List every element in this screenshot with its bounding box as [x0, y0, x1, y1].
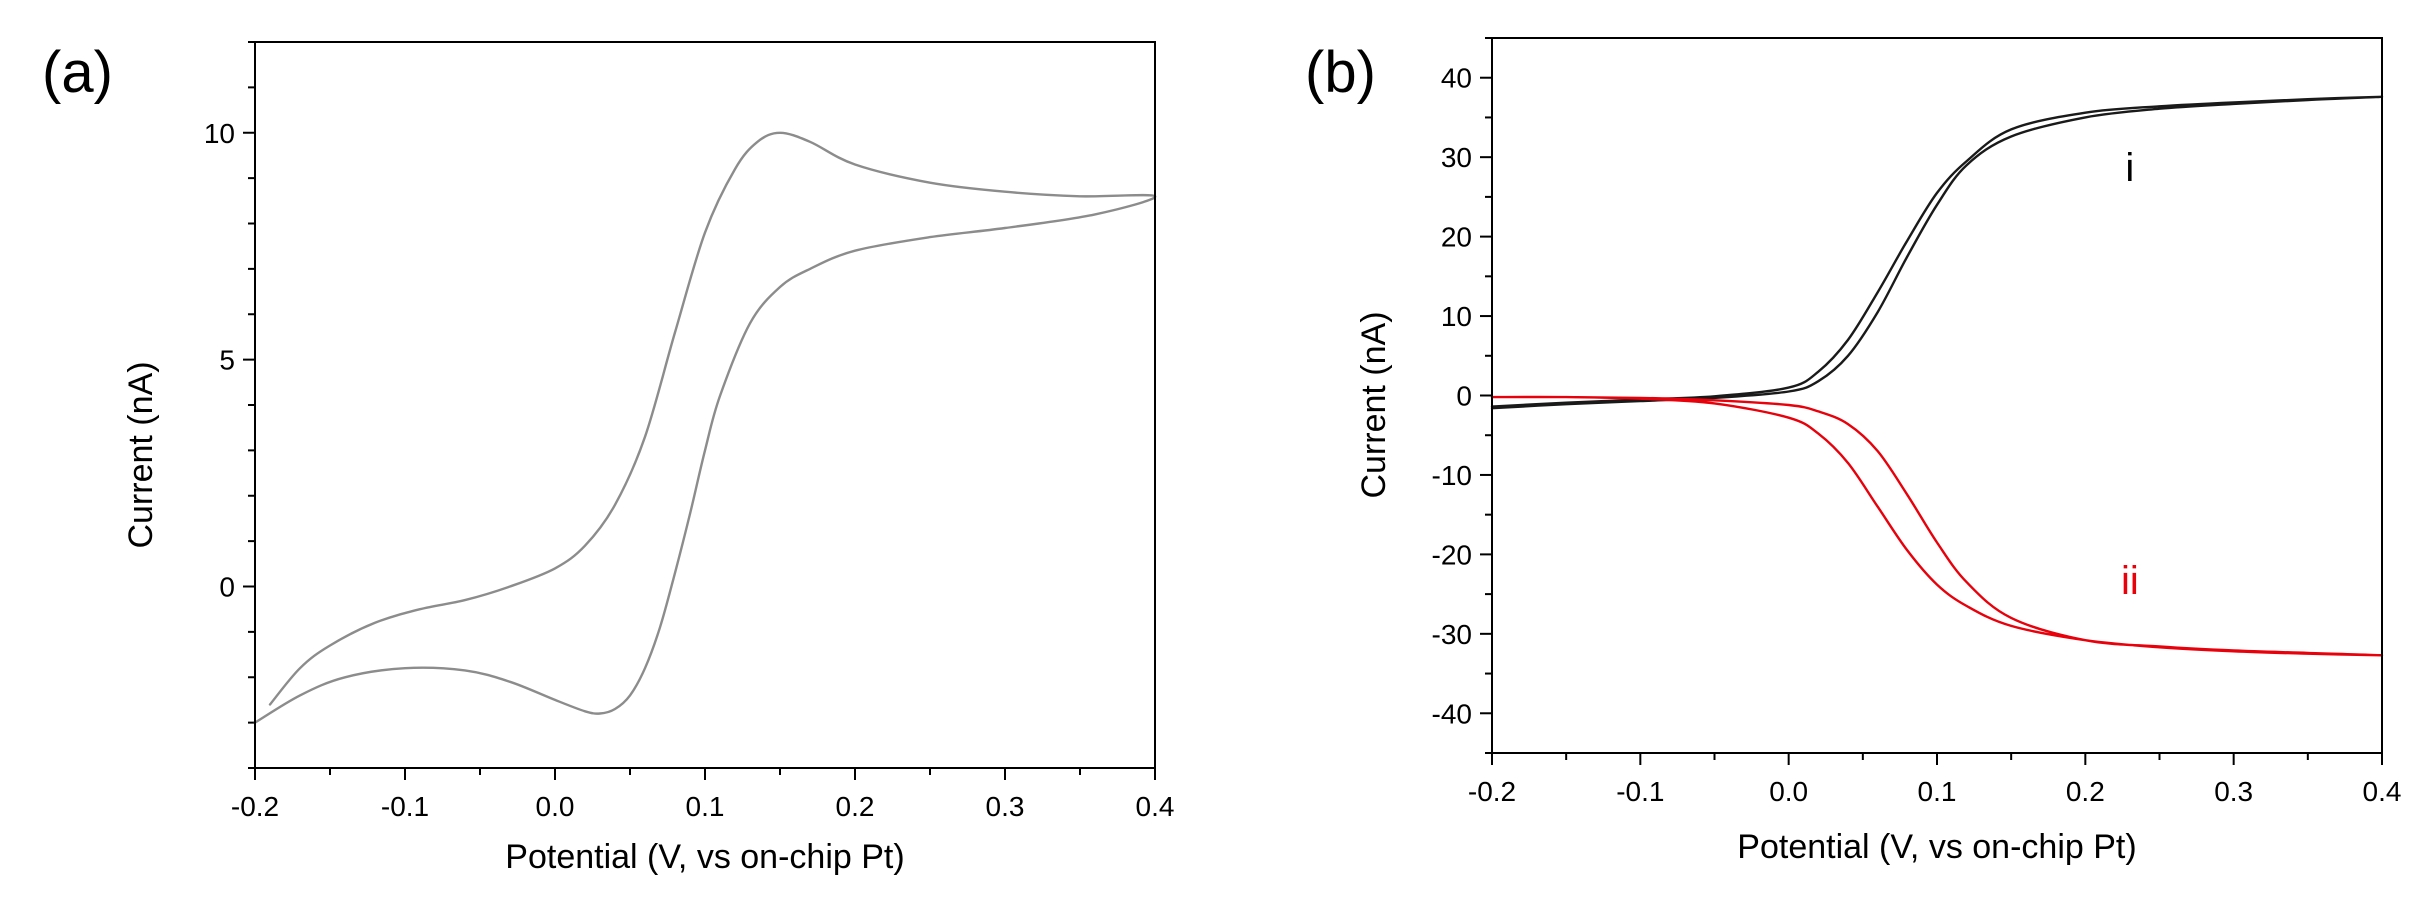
panel-b-tick-labels: -0.2 -0.1 0.0 0.1 0.2 0.3 0.4 -40 -30 -20 -10 0 10 20…: [1432, 63, 2402, 807]
panel-a-curves: [253, 131, 1157, 724]
panel-a-x-tick-label: 0.2: [836, 791, 875, 822]
panel-b-x-tick-label: -0.1: [1616, 776, 1664, 807]
panel-b-y-tick-label: 20: [1441, 222, 1472, 253]
panel-b: (b) -0.2 -0.1 0.0 0.1 0.2 0.3 0.4 -40 -30 -20 -10 0…: [1305, 37, 2402, 866]
panel-a-y-tick-label: 5: [219, 345, 235, 376]
panel-a-series-cyclic-voltammogram-line: [253, 131, 1157, 724]
panel-b-y-tick-label: -10: [1432, 460, 1472, 491]
panel-a-tick-labels: -0.2 -0.1 0.0 0.1 0.2 0.3 0.4 0 5 10: [204, 118, 1175, 822]
panel-a-ticks: [243, 41, 1156, 780]
panel-b-y-tick-label: 0: [1456, 381, 1472, 412]
panel-b-y-tick-label: 10: [1441, 301, 1472, 332]
panel-b-x-tick-label: 0.2: [2066, 776, 2105, 807]
panel-a-y-tick-label: 0: [219, 572, 235, 603]
panel-b-frame: [1491, 37, 2383, 754]
panel-b-x-tick-label: 0.0: [1769, 776, 1808, 807]
panel-a-x-tick-label: -0.1: [381, 791, 429, 822]
panel-b-x-axis-title: Potential (V, vs on-chip Pt): [1737, 828, 2136, 866]
panel-b-annotation-i: i: [2125, 146, 2134, 190]
panel-b-y-axis-title: Current (nA): [1355, 311, 1393, 498]
panel-b-label: (b): [1305, 40, 1376, 105]
panel-b-y-tick-label: 30: [1441, 142, 1472, 173]
panel-a-frame: [254, 41, 1156, 769]
panel-a: (a) -0.2 -0.1 0.0 0.1 0.2 0.3 0.4 0 5 10 Potentia…: [42, 40, 1174, 876]
panel-a-y-tick-label: 10: [204, 118, 235, 149]
panel-b-x-tick-label: -0.2: [1468, 776, 1516, 807]
panel-b-y-tick-label: -20: [1432, 539, 1472, 570]
panel-b-y-tick-label: -40: [1432, 698, 1472, 729]
panel-b-annotations: iii: [2121, 146, 2139, 603]
panel-a-x-tick-label: 0.3: [986, 791, 1025, 822]
panel-b-x-tick-label: 0.3: [2214, 776, 2253, 807]
panel-b-annotation-ii: ii: [2121, 559, 2139, 603]
panel-a-x-tick-label: -0.2: [231, 791, 279, 822]
panel-b-x-tick-label: 0.4: [2363, 776, 2402, 807]
panel-a-label: (a): [42, 40, 113, 105]
panel-a-y-axis-title: Current (nA): [122, 361, 160, 548]
panel-b-curves: [1490, 95, 2384, 657]
panel-b-series-i-line: [1490, 95, 2384, 410]
panel-b-ticks: [1480, 37, 2383, 765]
panel-a-x-axis-title: Potential (V, vs on-chip Pt): [505, 838, 904, 876]
panel-b-x-tick-label: 0.1: [1918, 776, 1957, 807]
panel-a-x-tick-label: 0.4: [1136, 791, 1175, 822]
panel-b-series-ii-line: [1490, 395, 2384, 657]
panel-b-y-tick-label: -30: [1432, 619, 1472, 650]
panel-b-y-tick-label: 40: [1441, 63, 1472, 94]
panel-a-x-tick-label: 0.1: [686, 791, 725, 822]
panel-a-x-tick-label: 0.0: [536, 791, 575, 822]
